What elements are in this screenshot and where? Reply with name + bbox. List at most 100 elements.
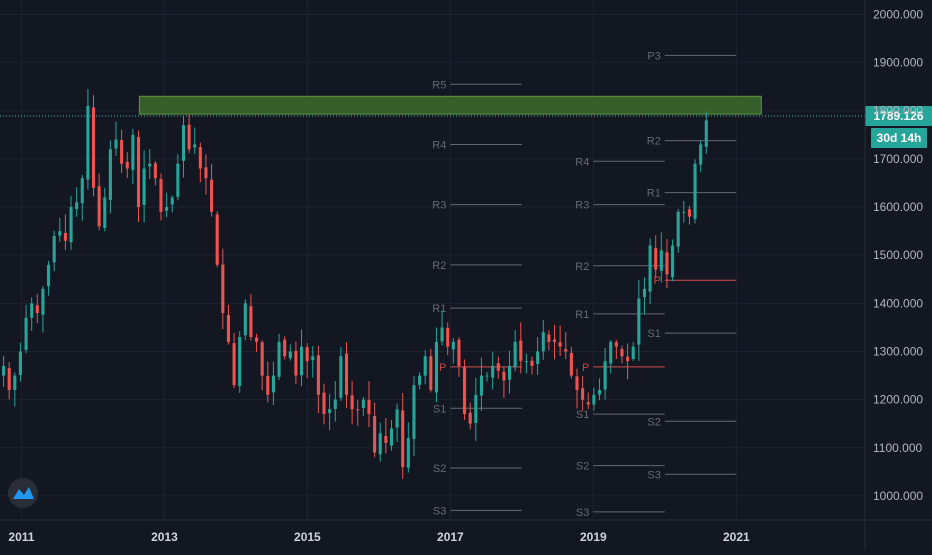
- pivot-label: R1: [575, 309, 589, 321]
- candle-body: [69, 207, 73, 243]
- candle-body: [52, 235, 56, 263]
- candle-body: [637, 298, 641, 345]
- candle-body: [440, 327, 444, 342]
- candle-body: [356, 409, 360, 411]
- last-price-tag: [865, 105, 932, 126]
- candle-body: [187, 124, 191, 150]
- candle-body: [148, 163, 152, 167]
- candle-body: [654, 248, 658, 270]
- candle-body: [586, 402, 590, 405]
- candle-body: [63, 233, 67, 241]
- candle-body: [305, 347, 309, 362]
- candle-body: [215, 214, 219, 265]
- pivot-label: S1: [433, 403, 446, 415]
- candle-body: [378, 433, 382, 455]
- pivot-label: P: [653, 275, 660, 287]
- candle-body: [614, 342, 618, 347]
- pivot-label: P: [582, 362, 589, 374]
- candle-body: [592, 394, 596, 405]
- pivot-label: S2: [433, 463, 446, 475]
- candle-body: [266, 375, 270, 395]
- candle-body: [704, 120, 708, 147]
- y-tick-label: 1100.000: [873, 441, 922, 455]
- candle-body: [502, 371, 506, 381]
- candle-body: [406, 438, 410, 468]
- candle-body: [142, 168, 146, 205]
- candle-body: [491, 365, 495, 378]
- candle-body: [344, 353, 349, 395]
- candle-body: [255, 337, 259, 342]
- candle-body: [384, 436, 388, 443]
- candle-body: [547, 334, 551, 342]
- candle-body: [125, 161, 129, 169]
- candle-body: [671, 245, 675, 278]
- candle-body: [665, 252, 669, 275]
- candle-body: [80, 178, 84, 204]
- candle-body: [552, 339, 557, 342]
- tradingview-logo-icon[interactable]: [8, 478, 38, 508]
- candle-body: [350, 395, 354, 410]
- candle-body: [136, 136, 141, 208]
- x-tick-label: 2013: [151, 530, 178, 544]
- candle-body: [626, 356, 630, 362]
- candle-body: [389, 428, 394, 446]
- x-tick-label: 2021: [723, 530, 750, 544]
- candle-body: [24, 317, 28, 350]
- pivot-label: P: [439, 362, 446, 374]
- candles-layer: [2, 89, 708, 480]
- candle-body: [524, 361, 528, 363]
- candle-body: [451, 341, 455, 350]
- candle-body: [108, 149, 112, 201]
- candle-body: [575, 376, 579, 390]
- candle-body: [120, 139, 124, 164]
- candle-body: [299, 346, 304, 376]
- candle-body: [609, 341, 613, 364]
- candle-body: [165, 207, 169, 211]
- candle-body: [18, 351, 22, 376]
- candle-body: [564, 349, 568, 352]
- candle-body: [446, 327, 450, 347]
- candle-body: [181, 125, 186, 161]
- candle-body: [58, 231, 62, 236]
- candle-body: [226, 315, 230, 342]
- candle-body: [401, 410, 405, 468]
- resistance-zone-layer: [138, 95, 762, 115]
- candle-body: [288, 351, 292, 359]
- candle-body: [316, 355, 320, 395]
- candle-body: [496, 363, 500, 371]
- candle-body: [423, 356, 427, 376]
- candle-body: [13, 375, 17, 390]
- pivot-label: S2: [647, 416, 660, 428]
- candle-body: [75, 202, 79, 210]
- candle-body: [519, 340, 523, 362]
- candle-body: [170, 197, 174, 205]
- candle-body: [238, 337, 242, 387]
- candle-body: [485, 375, 489, 377]
- candle-body: [41, 288, 45, 315]
- candle-body: [243, 303, 247, 336]
- x-tick-label: 2011: [8, 530, 34, 544]
- candle-body: [631, 346, 635, 359]
- candle-body: [232, 343, 236, 386]
- candle-body: [474, 394, 478, 423]
- pivot-label: R2: [575, 261, 589, 273]
- candle-body: [373, 416, 377, 453]
- candle-body: [131, 134, 135, 170]
- pivot-label: S3: [647, 469, 660, 481]
- candle-body: [648, 245, 652, 292]
- candle-body: [249, 306, 253, 338]
- candle-body: [198, 147, 202, 169]
- candle-body: [513, 341, 517, 368]
- candle-body: [193, 144, 197, 148]
- candle-body: [86, 105, 90, 180]
- candle-body: [176, 163, 180, 197]
- pivot-label: S1: [647, 328, 660, 340]
- candle-body: [536, 351, 540, 365]
- x-tick-label: 2015: [294, 530, 321, 544]
- candle-body: [693, 163, 697, 220]
- last-price-value: 1789.126: [873, 109, 923, 123]
- pivot-label: S3: [433, 505, 446, 517]
- candle-body: [676, 211, 680, 247]
